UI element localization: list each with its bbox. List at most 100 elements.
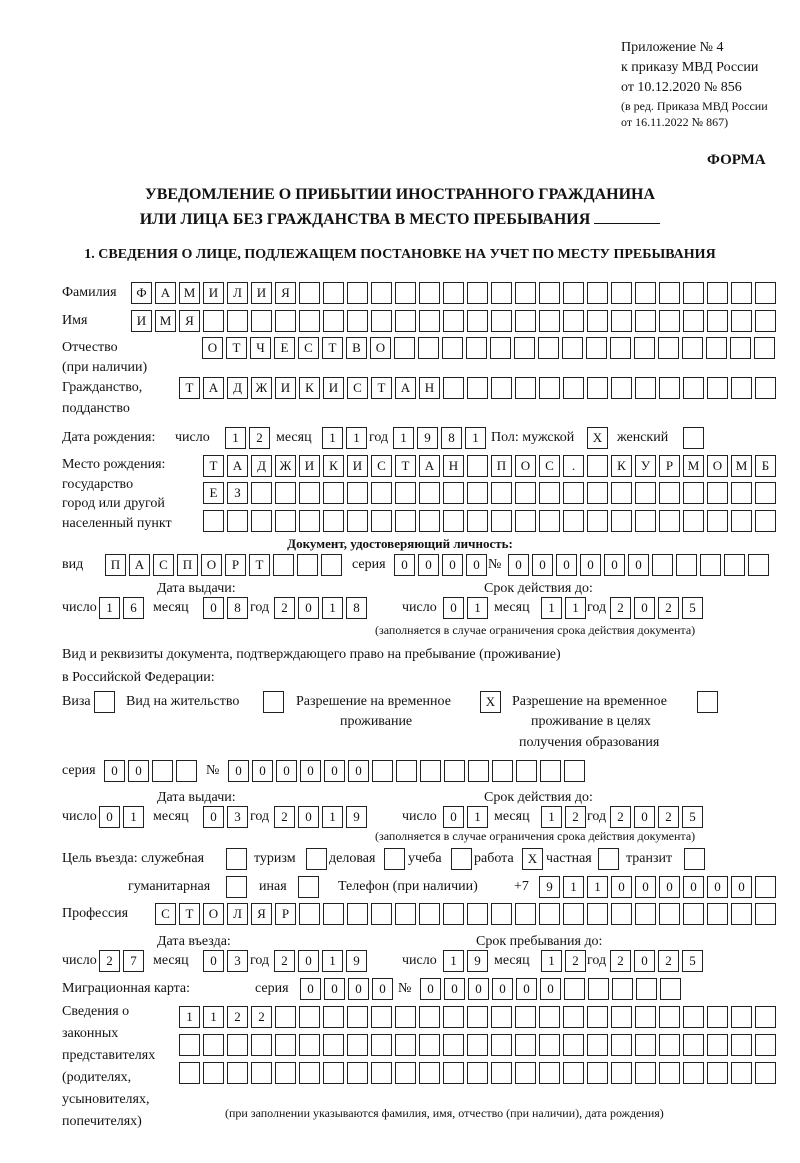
representatives-cell[interactable] [683, 1062, 704, 1084]
id-number-cell[interactable] [652, 554, 673, 576]
name-cell[interactable] [635, 310, 656, 332]
birthplace-cell[interactable] [395, 510, 416, 532]
stay-number-cell[interactable]: 0 [228, 760, 249, 782]
citizenship-cell[interactable]: Н [419, 377, 440, 399]
profession-cell[interactable] [299, 903, 320, 925]
name-cell[interactable] [515, 310, 536, 332]
representatives-cell[interactable] [491, 1062, 512, 1084]
representatives-cell[interactable] [347, 1034, 368, 1056]
representatives-cell[interactable]: 2 [251, 1006, 272, 1028]
birthplace-cell[interactable] [635, 482, 656, 504]
birthplace-cell[interactable]: Е [203, 482, 224, 504]
profession-cell[interactable]: С [155, 903, 176, 925]
birthplace-cell[interactable] [755, 510, 776, 532]
stay-until-year-cell[interactable]: 5 [682, 950, 703, 972]
entry-date-day-cell[interactable]: 7 [123, 950, 144, 972]
id-kind-cell[interactable]: П [105, 554, 126, 576]
representatives-cell[interactable] [587, 1034, 608, 1056]
stay-issued-year-cell[interactable]: 9 [346, 806, 367, 828]
representatives-cell[interactable] [731, 1006, 752, 1028]
birthplace-cell[interactable]: О [707, 455, 728, 477]
birthplace-cell[interactable]: М [683, 455, 704, 477]
stay-number-cell[interactable]: 0 [300, 760, 321, 782]
birthplace-cell[interactable]: Р [659, 455, 680, 477]
stay-issued-year-cell[interactable]: 1 [322, 806, 343, 828]
surname-cell[interactable] [443, 282, 464, 304]
birthplace-cell[interactable] [227, 510, 248, 532]
representatives-cell[interactable] [635, 1062, 656, 1084]
id-number-cell[interactable]: 0 [556, 554, 577, 576]
stay-valid-day-cell[interactable]: 0 [443, 806, 464, 828]
birth-year-cell[interactable]: 8 [441, 427, 462, 449]
representatives-cell[interactable] [275, 1062, 296, 1084]
migration-series-cell[interactable]: 0 [372, 978, 393, 1000]
surname-cell[interactable] [491, 282, 512, 304]
surname-cell[interactable]: Я [275, 282, 296, 304]
name-cell[interactable] [587, 310, 608, 332]
representatives-cell[interactable] [323, 1034, 344, 1056]
id-kind-cell[interactable]: С [153, 554, 174, 576]
id-number-cell[interactable]: 0 [508, 554, 529, 576]
surname-cell[interactable] [395, 282, 416, 304]
name-cell[interactable] [275, 310, 296, 332]
representatives-cell[interactable] [659, 1062, 680, 1084]
entry-date-year-cell[interactable]: 9 [346, 950, 367, 972]
patronymic-cell[interactable] [562, 337, 583, 359]
representatives-cell[interactable] [683, 1034, 704, 1056]
phone-digit-cell[interactable] [755, 876, 776, 898]
patronymic-cell[interactable] [418, 337, 439, 359]
birthplace-cell[interactable] [467, 482, 488, 504]
representatives-cell[interactable] [347, 1062, 368, 1084]
birthplace-cell[interactable]: К [323, 455, 344, 477]
representatives-cell[interactable] [251, 1062, 272, 1084]
representatives-cell[interactable] [443, 1062, 464, 1084]
representatives-cell[interactable] [707, 1006, 728, 1028]
citizenship-cell[interactable]: Ж [251, 377, 272, 399]
profession-cell[interactable] [635, 903, 656, 925]
citizenship-cell[interactable]: Т [371, 377, 392, 399]
birthplace-cell[interactable]: С [539, 455, 560, 477]
id-issued-year-cell[interactable]: 1 [322, 597, 343, 619]
birthplace-cell[interactable]: О [515, 455, 536, 477]
birthplace-cell[interactable] [299, 510, 320, 532]
name-cell[interactable] [443, 310, 464, 332]
purpose-tourism-checkbox-cell[interactable] [306, 848, 327, 870]
id-valid-year-cell[interactable]: 0 [634, 597, 655, 619]
profession-cell[interactable] [587, 903, 608, 925]
profession-cell[interactable]: Л [227, 903, 248, 925]
name-cell[interactable] [467, 310, 488, 332]
citizenship-cell[interactable] [515, 377, 536, 399]
patronymic-cell[interactable] [586, 337, 607, 359]
id-number-cell[interactable] [724, 554, 745, 576]
representatives-cell[interactable] [587, 1062, 608, 1084]
citizenship-cell[interactable] [659, 377, 680, 399]
representatives-cell[interactable] [299, 1034, 320, 1056]
citizenship-cell[interactable]: Т [179, 377, 200, 399]
surname-cell[interactable] [683, 282, 704, 304]
birthplace-cell[interactable]: Ж [275, 455, 296, 477]
name-cell[interactable]: И [131, 310, 152, 332]
purpose-other-checkbox-cell[interactable] [298, 876, 319, 898]
representatives-cell[interactable] [563, 1062, 584, 1084]
surname-cell[interactable] [347, 282, 368, 304]
surname-cell[interactable] [419, 282, 440, 304]
citizenship-cell[interactable]: А [395, 377, 416, 399]
id-issued-year-cell[interactable]: 2 [274, 597, 295, 619]
id-kind-cell[interactable] [321, 554, 342, 576]
migration-number-cell[interactable]: 0 [516, 978, 537, 1000]
id-valid-month-cell[interactable]: 1 [565, 597, 586, 619]
representatives-cell[interactable] [467, 1034, 488, 1056]
citizenship-cell[interactable]: Д [227, 377, 248, 399]
birthplace-cell[interactable] [491, 482, 512, 504]
birthplace-cell[interactable] [395, 482, 416, 504]
id-valid-year-cell[interactable]: 2 [658, 597, 679, 619]
stay-number-cell[interactable] [540, 760, 561, 782]
citizenship-cell[interactable] [635, 377, 656, 399]
birthplace-cell[interactable]: И [299, 455, 320, 477]
birthplace-cell[interactable]: А [419, 455, 440, 477]
birthplace-cell[interactable] [275, 510, 296, 532]
representatives-cell[interactable] [395, 1062, 416, 1084]
birthplace-cell[interactable]: Т [395, 455, 416, 477]
entry-date-year-cell[interactable]: 0 [298, 950, 319, 972]
surname-cell[interactable] [539, 282, 560, 304]
